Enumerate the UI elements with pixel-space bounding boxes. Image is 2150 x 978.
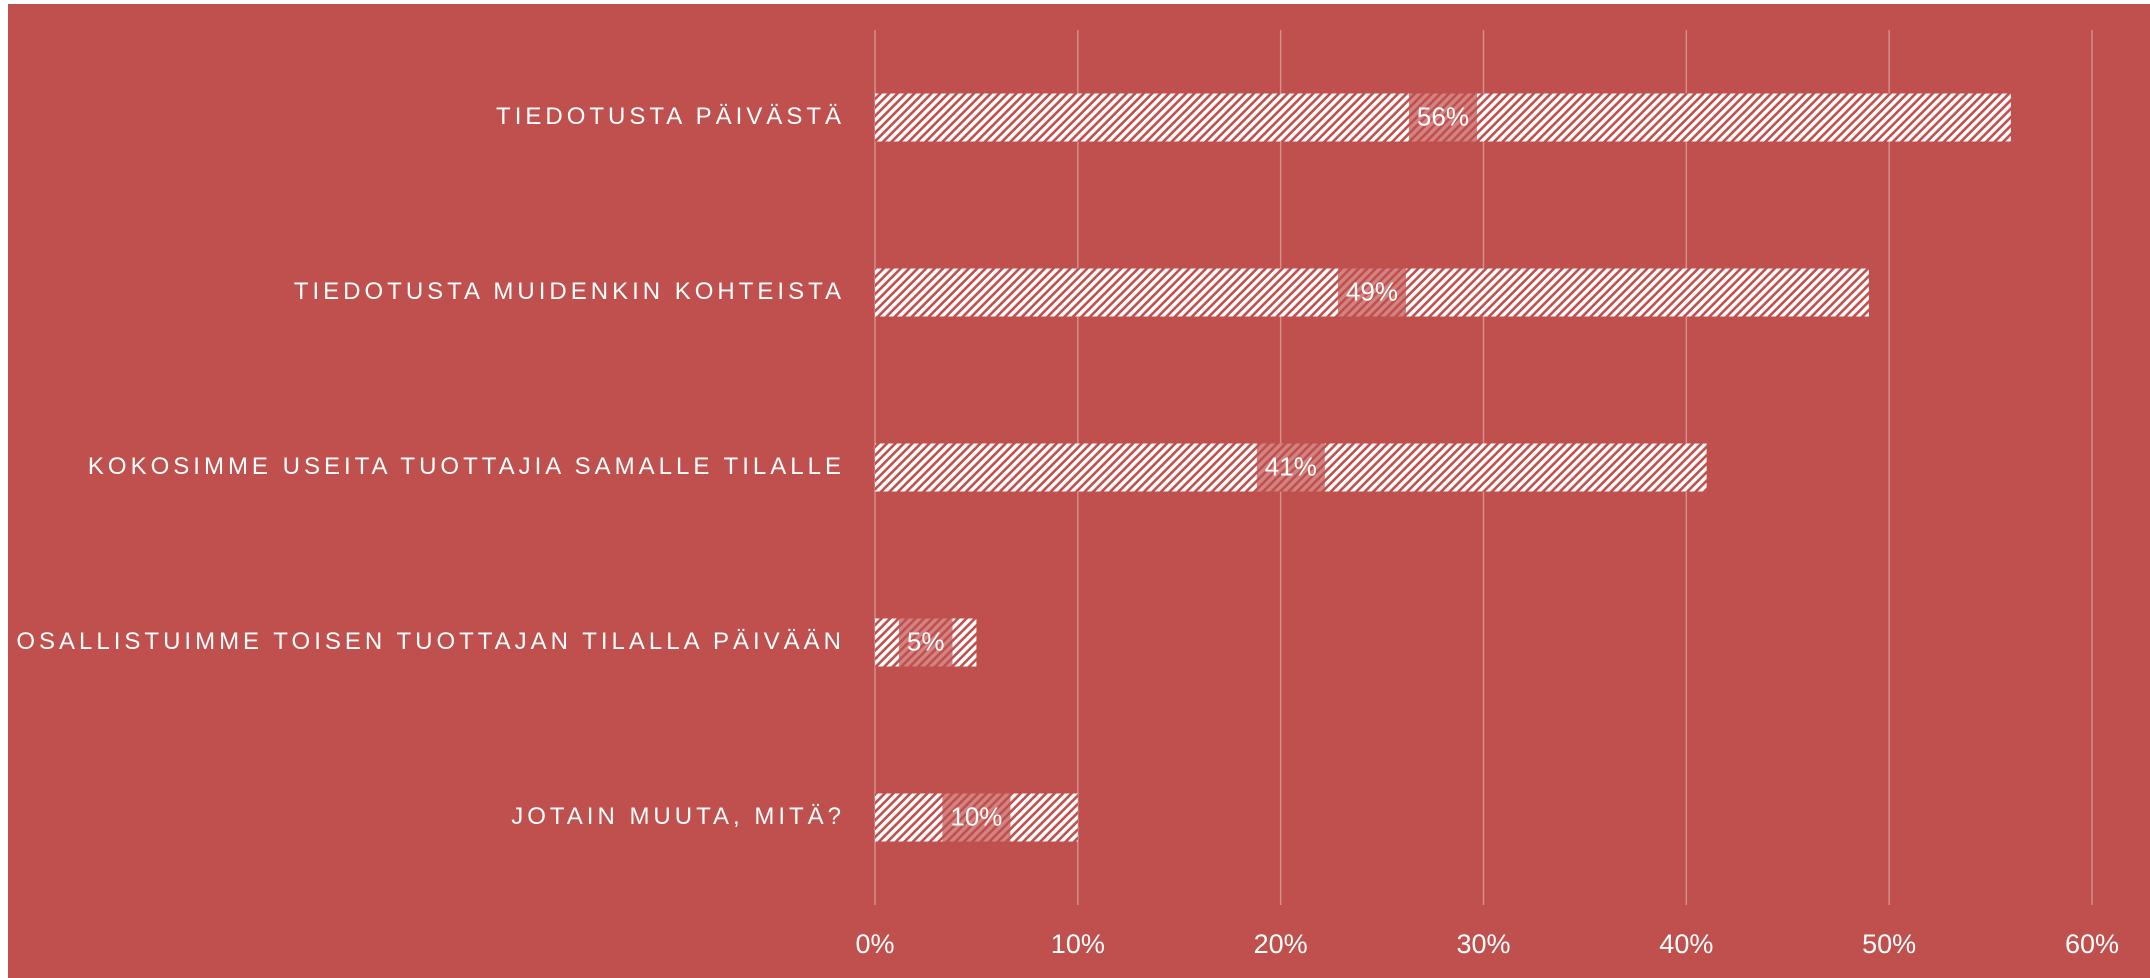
value-label-box — [1337, 268, 1406, 317]
x-tick-label: 20% — [1254, 929, 1308, 959]
value-label-box — [1408, 93, 1477, 142]
x-tick-label: 40% — [1659, 929, 1713, 959]
category-label: OSALLISTUIMME TOISEN TUOTTAJAN TILALLA P… — [16, 628, 845, 655]
x-tick-label: 60% — [2065, 929, 2119, 959]
value-label: 56% — [1417, 101, 1469, 131]
x-tick-label: 50% — [1862, 929, 1916, 959]
value-label: 41% — [1265, 451, 1317, 481]
x-tick-label: 30% — [1456, 929, 1510, 959]
category-label: TIEDOTUSTA PÄIVÄSTÄ — [496, 103, 845, 130]
category-label: TIEDOTUSTA MUIDENKIN KOHTEISTA — [294, 278, 845, 305]
value-label: 5% — [907, 626, 945, 656]
x-tick-label: 10% — [1051, 929, 1105, 959]
x-tick-label: 0% — [855, 929, 894, 959]
value-label: 49% — [1346, 276, 1398, 306]
category-label: JOTAIN MUUTA, MITÄ? — [511, 803, 845, 830]
value-label-box — [1256, 443, 1325, 492]
value-label: 10% — [950, 801, 1002, 831]
category-label: KOKOSIMME USEITA TUOTTAJIA SAMALLE TILAL… — [88, 453, 845, 480]
value-label-box — [942, 793, 1011, 842]
value-label-box — [898, 618, 953, 667]
